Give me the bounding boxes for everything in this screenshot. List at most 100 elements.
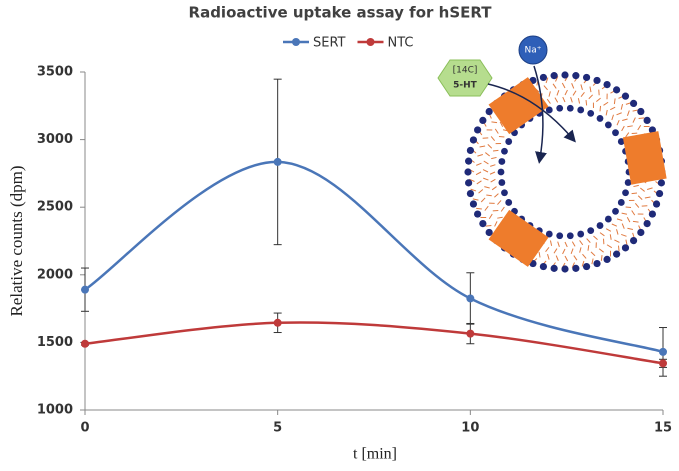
lipid-tail bbox=[556, 90, 560, 96]
lipid-head bbox=[604, 121, 612, 129]
lipid-head bbox=[479, 220, 487, 228]
lipid-tail bbox=[621, 233, 627, 237]
lipid-tail bbox=[616, 119, 620, 126]
lipid-head bbox=[566, 104, 574, 112]
y-tick-label: 3500 bbox=[37, 65, 73, 80]
lipid-head bbox=[657, 179, 665, 187]
lipid-tail bbox=[557, 241, 560, 247]
lipid-head bbox=[655, 189, 664, 198]
lipid-head bbox=[561, 265, 569, 273]
lipid-tail bbox=[590, 251, 596, 257]
lipid-tail bbox=[627, 125, 633, 128]
legend-marker bbox=[292, 38, 300, 46]
lipid-tail bbox=[571, 83, 575, 89]
lipid-tail bbox=[554, 97, 559, 103]
lipid-tail bbox=[632, 117, 636, 123]
lipid-head bbox=[465, 179, 473, 187]
x-axis-label: t [min] bbox=[353, 446, 397, 463]
lipid-head bbox=[539, 73, 548, 82]
lipid-head bbox=[497, 168, 505, 176]
lipid-head bbox=[498, 158, 506, 165]
lipid-tail bbox=[573, 255, 578, 261]
lipid-head bbox=[479, 116, 487, 124]
data-point bbox=[81, 339, 89, 348]
x-tick-label: 0 bbox=[80, 421, 89, 436]
lipid-tail bbox=[562, 248, 566, 255]
lipid-tail bbox=[599, 232, 605, 237]
lipid-tail bbox=[499, 121, 504, 127]
lipid-head bbox=[550, 72, 558, 80]
lipid-tail bbox=[486, 194, 492, 197]
x-tick-label: 10 bbox=[461, 421, 479, 436]
data-point bbox=[659, 347, 667, 356]
data-point bbox=[466, 329, 475, 338]
lipid-tail bbox=[545, 247, 550, 252]
lipid-head bbox=[593, 259, 601, 268]
lipid-tail bbox=[637, 124, 642, 131]
lipid-head bbox=[582, 262, 591, 271]
lipid-tail bbox=[626, 110, 630, 116]
lipid-tail bbox=[561, 82, 566, 89]
lipid-head bbox=[637, 107, 645, 116]
lipid-tail bbox=[621, 223, 625, 229]
lipid-head bbox=[637, 228, 645, 237]
lipid-tail bbox=[580, 92, 585, 97]
annotation: Na⁺ bbox=[525, 46, 542, 56]
lipid-tail bbox=[498, 135, 505, 138]
lipid-tail bbox=[599, 105, 602, 112]
lipid-tail bbox=[632, 109, 639, 112]
lipid-head bbox=[545, 230, 553, 238]
lipid-tail bbox=[490, 164, 496, 167]
lipid-tail bbox=[478, 189, 484, 194]
data-point bbox=[273, 318, 282, 327]
lipid-head bbox=[621, 244, 630, 252]
lipid-tail bbox=[538, 251, 541, 258]
lipid-tail bbox=[469, 178, 475, 182]
lipid-tail bbox=[485, 152, 490, 157]
lipid-head bbox=[505, 138, 513, 145]
lipid-tail bbox=[494, 221, 498, 227]
data-point bbox=[81, 285, 89, 294]
lipid-tail bbox=[476, 180, 482, 185]
lipid-tail bbox=[472, 198, 479, 201]
lipid-head bbox=[465, 157, 473, 165]
lipid-tail bbox=[479, 145, 486, 148]
arrow bbox=[533, 65, 547, 164]
lipid-tail bbox=[491, 121, 498, 124]
lipid-tail bbox=[545, 77, 549, 84]
lipid-head bbox=[613, 86, 621, 94]
lipid-tail bbox=[490, 136, 496, 142]
lipid-tail bbox=[491, 156, 497, 160]
lipid-head bbox=[464, 168, 472, 176]
lipid-head bbox=[572, 264, 580, 272]
lipid-tail bbox=[609, 234, 612, 240]
lipid-tail bbox=[577, 98, 581, 104]
lipid-head bbox=[501, 189, 508, 197]
lipid-tail bbox=[582, 253, 587, 259]
lipid-tail bbox=[644, 196, 651, 199]
lipid-tail bbox=[571, 262, 575, 268]
lipid-tail bbox=[585, 99, 588, 106]
lipid-tail bbox=[614, 239, 620, 243]
lipid-tail bbox=[595, 97, 601, 103]
series-line bbox=[84, 321, 664, 365]
lipid-tail bbox=[621, 212, 628, 215]
lipid-tail bbox=[611, 223, 618, 227]
lipid-head bbox=[629, 236, 638, 245]
lipid-head bbox=[474, 126, 482, 134]
lipid-tail bbox=[553, 248, 558, 254]
lipid-head bbox=[612, 207, 619, 215]
lipid-head bbox=[498, 179, 506, 186]
lipid-tail bbox=[470, 188, 477, 192]
lipid-tail bbox=[564, 241, 568, 248]
lipid-head bbox=[469, 200, 478, 208]
lipid-head bbox=[596, 222, 604, 229]
lipid-tail bbox=[484, 186, 490, 189]
lipid-tail bbox=[620, 103, 624, 110]
lipid-tail bbox=[555, 76, 559, 82]
y-axis-label: Relative counts (dpm) bbox=[7, 165, 26, 316]
lipid-head bbox=[556, 104, 564, 112]
lipid-tail bbox=[616, 218, 623, 221]
lipid-tail bbox=[633, 184, 639, 188]
